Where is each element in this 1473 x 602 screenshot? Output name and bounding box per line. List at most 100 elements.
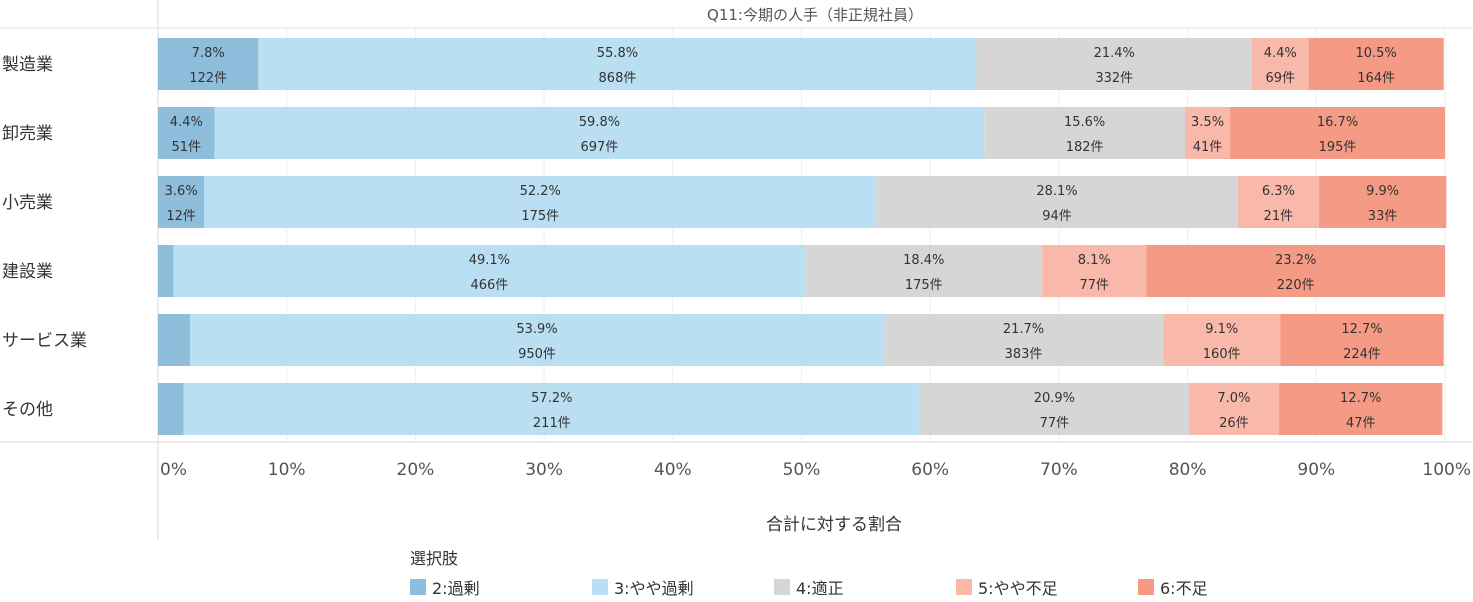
legend-items: 2:過剰 3:やや過剰 4:適正 5:やや不足 6:不足	[410, 575, 1320, 599]
percent-label: 53.9%	[516, 322, 557, 337]
percent-label: 10.5%	[1355, 46, 1396, 61]
x-tick-label: 20%	[397, 460, 435, 480]
bar-segment	[876, 176, 1238, 228]
percent-label: 23.2%	[1275, 253, 1316, 268]
percent-label: 3.5%	[1191, 115, 1224, 130]
bar-labels: 7.8% 122件 55.8% 868件 21.4% 332件 4.4% 69件 10.5% 16…	[165, 46, 1399, 431]
x-tick-label: 80%	[1169, 460, 1207, 480]
percent-label: 8.1%	[1078, 253, 1111, 268]
percent-label: 20.9%	[1034, 391, 1075, 406]
bar-segment	[883, 314, 1164, 366]
category-label: 小売業	[2, 193, 53, 213]
percent-label: 12.7%	[1341, 322, 1382, 337]
bar-segment	[1230, 107, 1445, 159]
legend-item: 2:過剰	[410, 575, 592, 599]
x-tick-label: 30%	[525, 460, 563, 480]
x-tick-label: 90%	[1297, 460, 1335, 480]
bar-segment	[976, 38, 1252, 90]
percent-label: 7.0%	[1217, 391, 1250, 406]
percent-label: 21.7%	[1003, 322, 1044, 337]
percent-label: 52.2%	[520, 184, 561, 199]
bar-segment	[214, 107, 985, 159]
bar-segment	[1163, 314, 1281, 366]
bar-segment	[1308, 38, 1444, 90]
legend-label: 2:過剰	[432, 579, 480, 598]
legend: 選択肢 2:過剰 3:やや過剰 4:適正 5:やや不足 6:不足	[410, 545, 1320, 599]
percent-label: 7.8%	[192, 46, 225, 61]
count-label: 182件	[1066, 140, 1104, 155]
x-axis-title: 合計に対する割合	[766, 515, 902, 535]
bar-segment	[1042, 245, 1147, 297]
percent-label: 9.1%	[1205, 322, 1238, 337]
count-label: 26件	[1219, 416, 1249, 431]
category-label: 製造業	[2, 55, 53, 75]
bar-segment	[1146, 245, 1445, 297]
count-label: 41件	[1193, 140, 1223, 155]
legend-label: 3:やや過剰	[614, 579, 694, 598]
bar-segment	[919, 383, 1189, 435]
count-label: 383件	[1005, 347, 1043, 362]
percent-label: 12.7%	[1340, 391, 1381, 406]
bar-segment	[190, 314, 884, 366]
legend-label: 5:やや不足	[978, 579, 1058, 598]
bars	[158, 38, 1447, 435]
count-label: 175件	[905, 278, 943, 293]
percent-label: 21.4%	[1094, 46, 1135, 61]
bar-segment	[984, 107, 1186, 159]
percent-label: 49.1%	[469, 253, 510, 268]
bar-segment	[1280, 314, 1444, 366]
x-tick-label: 50%	[783, 460, 821, 480]
chart-title: Q11:今期の人手（非正規社員）	[707, 6, 923, 24]
bar-segment	[1237, 176, 1319, 228]
count-label: 21件	[1264, 209, 1294, 224]
x-tick-label: 60%	[911, 460, 949, 480]
legend-item: 5:やや不足	[956, 575, 1138, 599]
percent-label: 6.3%	[1262, 184, 1295, 199]
bar-segment	[1185, 107, 1231, 159]
bar-segment	[158, 176, 205, 228]
bar-segment	[1318, 176, 1447, 228]
legend-swatch	[410, 579, 426, 595]
count-label: 175件	[521, 209, 559, 224]
bar-segment	[158, 38, 259, 90]
count-label: 51件	[172, 140, 202, 155]
legend-swatch	[592, 579, 608, 595]
count-label: 950件	[518, 347, 556, 362]
count-label: 12件	[166, 209, 196, 224]
percent-label: 9.9%	[1366, 184, 1399, 199]
category-label: サービス業	[2, 331, 87, 351]
category-label: 卸売業	[2, 124, 53, 144]
count-label: 466件	[470, 278, 508, 293]
legend-swatch	[956, 579, 972, 595]
bar-segment	[183, 383, 920, 435]
gridlines	[157, 28, 1446, 442]
bar-segment	[805, 245, 1043, 297]
count-label: 164件	[1357, 71, 1395, 86]
bar-segment	[158, 245, 174, 297]
percent-label: 16.7%	[1317, 115, 1358, 130]
percent-label: 28.1%	[1036, 184, 1077, 199]
legend-swatch	[774, 579, 790, 595]
count-label: 211件	[533, 416, 571, 431]
count-label: 332件	[1095, 71, 1133, 86]
legend-swatch	[1138, 579, 1154, 595]
percent-label: 4.4%	[170, 115, 203, 130]
percent-label: 59.8%	[579, 115, 620, 130]
x-tick-label: 10%	[268, 460, 306, 480]
count-label: 33件	[1368, 209, 1398, 224]
count-label: 868件	[599, 71, 637, 86]
count-label: 77件	[1040, 416, 1070, 431]
count-label: 77件	[1080, 278, 1110, 293]
x-tick-label: 70%	[1040, 460, 1078, 480]
bar-segment	[158, 314, 191, 366]
count-label: 69件	[1265, 71, 1295, 86]
count-label: 697件	[581, 140, 619, 155]
count-label: 47件	[1346, 416, 1376, 431]
bar-segment	[1251, 38, 1309, 90]
bar-segment	[173, 245, 806, 297]
percent-label: 3.6%	[165, 184, 198, 199]
category-label: その他	[2, 400, 53, 420]
bar-segment	[158, 383, 184, 435]
bar-segment	[204, 176, 877, 228]
